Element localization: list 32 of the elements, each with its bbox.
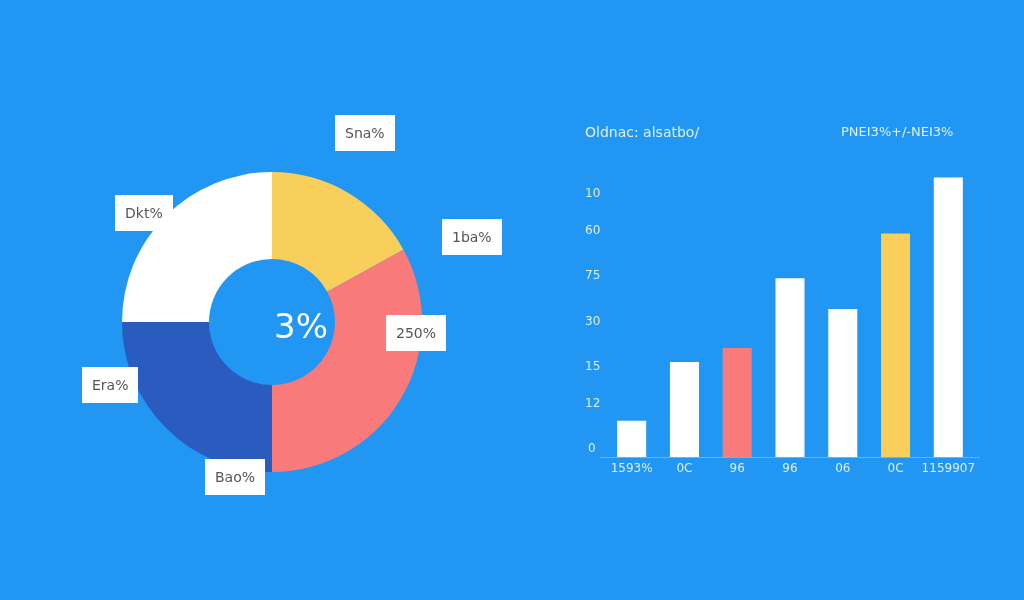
annotation: 75 [585,268,601,282]
text: Dkt% [125,205,163,221]
text: 0 [588,441,596,455]
text: 1ba% [452,229,492,245]
text: 3% [274,306,328,346]
text: Era% [92,377,129,393]
x-tick-label: 1159907 [921,461,976,476]
text: Bao% [215,469,256,485]
bar [617,420,647,457]
bar [669,362,699,457]
bar [881,233,911,457]
bar [722,348,752,457]
x-tick-label: 06 [835,461,851,476]
x-tick-label: 0C [887,461,904,476]
text: 250% [396,325,437,341]
annotation: 60 [585,223,601,237]
bar [775,278,805,457]
text: PNEI3% [841,124,892,139]
text: Sna% [345,125,385,141]
x-tick-label: 1593% [610,461,653,476]
annotation: 15 [585,359,601,373]
chart-title: Oldnac: alsatbo/ [585,124,700,140]
x-tick-label: 0C [676,461,693,476]
text: +/-NEI3% [891,124,954,139]
x-tick-label: 96 [729,461,745,476]
donut-slice [272,172,404,292]
annotation: 30 [585,314,601,328]
annotation: 10 [585,186,601,200]
annotation: 12 [585,396,601,410]
bar [933,177,963,457]
x-tick-label: 96 [782,461,798,476]
bar [828,308,858,457]
